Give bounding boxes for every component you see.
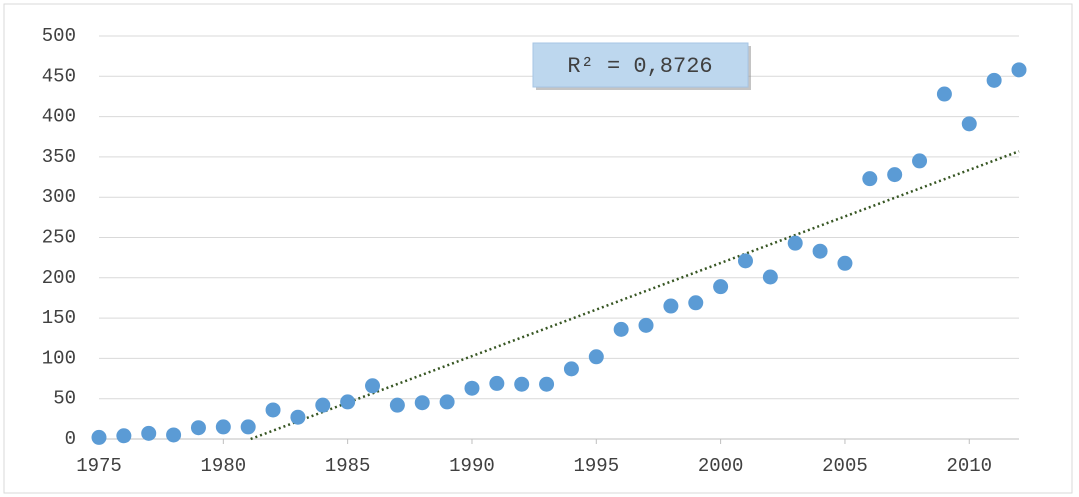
point [762, 269, 778, 285]
y-tick-label: 200 [42, 267, 76, 289]
y-tick-label: 300 [42, 186, 76, 208]
y-tick-label: 400 [42, 106, 76, 128]
point [315, 397, 331, 413]
point [365, 378, 381, 394]
point [688, 295, 704, 311]
x-tick-label: 1985 [325, 455, 371, 477]
point [190, 420, 206, 436]
point [961, 116, 977, 132]
point [439, 394, 455, 410]
y-tick-label: 150 [42, 307, 76, 329]
point [141, 425, 157, 441]
point [936, 86, 952, 102]
y-tick-label: 250 [42, 227, 76, 249]
y-tick-label: 500 [42, 25, 76, 47]
point [116, 428, 132, 444]
point [464, 380, 480, 396]
point [265, 402, 281, 418]
annotation-box [532, 42, 749, 88]
point [663, 298, 679, 314]
point [539, 376, 555, 392]
x-tick-label: 2010 [946, 455, 992, 477]
x-tick-label: 1995 [573, 455, 619, 477]
point [389, 397, 405, 413]
annotation: R² = 0,8726 [567, 54, 712, 79]
point [1011, 62, 1027, 78]
point [837, 255, 853, 271]
point [812, 243, 828, 259]
point [613, 321, 629, 337]
point [240, 419, 256, 435]
point [638, 317, 654, 333]
point [912, 153, 928, 169]
trendline [250, 150, 1020, 441]
point [986, 72, 1002, 88]
x-tick-label: 1980 [201, 455, 247, 477]
x-tick-label: 2005 [822, 455, 868, 477]
y-tick-label: 450 [42, 65, 76, 87]
y-tick-label: 350 [42, 146, 76, 168]
point [514, 376, 530, 392]
y-tick-label: 50 [53, 388, 76, 410]
point [489, 375, 505, 391]
point [91, 429, 107, 445]
x-tick-label: 1975 [76, 455, 122, 477]
x-tick-label: 2000 [698, 455, 744, 477]
y-tick-label: 0 [65, 428, 76, 450]
point [563, 361, 579, 377]
point [215, 419, 231, 435]
point [166, 427, 182, 443]
point [787, 235, 803, 251]
point [414, 395, 430, 411]
point [887, 167, 903, 183]
point [340, 394, 356, 410]
point [737, 253, 753, 269]
point [713, 279, 729, 295]
point [862, 171, 878, 187]
x-tick-label: 1990 [449, 455, 495, 477]
point [290, 409, 306, 425]
y-tick-label: 100 [42, 347, 76, 369]
point [588, 349, 604, 365]
marks [91, 62, 1027, 445]
